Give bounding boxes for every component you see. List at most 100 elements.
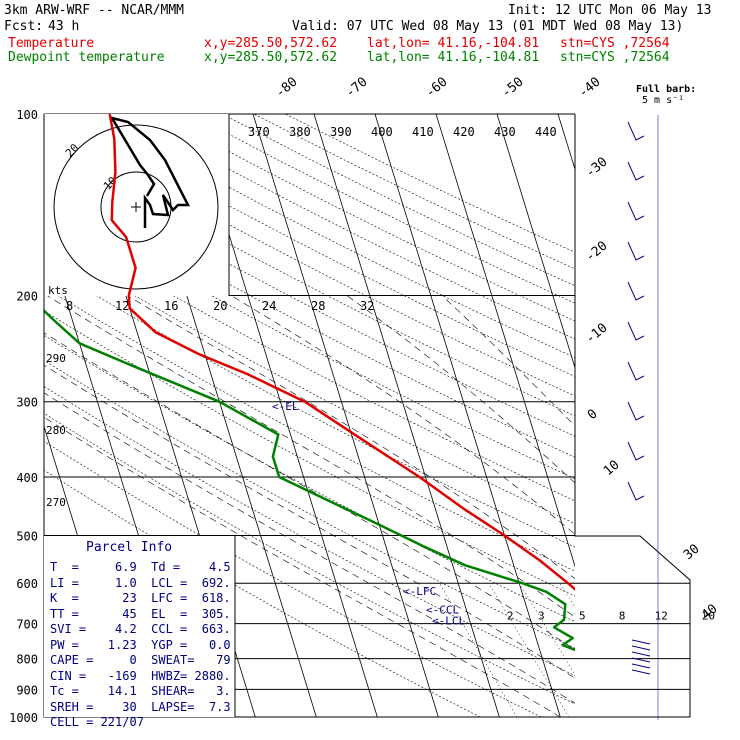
- mixing-ratio-label: 20: [702, 610, 715, 623]
- isotherm: [619, 114, 740, 717]
- wind-barb: [627, 121, 645, 141]
- dry-adiabat: [44, 469, 481, 717]
- dry-adiabat: [44, 440, 542, 717]
- level-annotation: <-EL: [272, 400, 299, 413]
- theta-e-label: 420: [453, 125, 475, 139]
- theta-e-label: 410: [412, 125, 434, 139]
- theta-e-label: 370: [248, 125, 270, 139]
- mixing-ratio-label: 5: [579, 610, 586, 623]
- pressure-label: 700: [16, 618, 38, 632]
- hodograph-speed-label: 20: [213, 299, 227, 313]
- parcel-info-row: SREH = 30 LAPSE= 7.3: [50, 699, 231, 714]
- theta-e-label: 290: [46, 352, 66, 365]
- pressure-label: 100: [16, 108, 38, 122]
- barb-legend-units: 5 m s⁻¹: [642, 95, 685, 106]
- isotherm-label: -60: [423, 74, 451, 101]
- theta-e-label: 430: [494, 125, 516, 139]
- forecast-label: Fcst:: [4, 19, 44, 34]
- temperature-legend: Temperature: [8, 36, 95, 51]
- mixing-ratio-line: [439, 583, 518, 717]
- wind-barb: [631, 669, 651, 675]
- isotherm: [435, 114, 575, 568]
- isotherm-label: 10: [601, 458, 623, 480]
- isotherm-label: -10: [583, 320, 611, 347]
- isotherm: [0, 114, 11, 717]
- isotherm: [496, 114, 575, 370]
- moist-adiabat: [230, 295, 575, 535]
- isotherm-label: -70: [343, 74, 371, 101]
- wind-barbs: [627, 115, 659, 720]
- hodograph-speed-label: 16: [164, 299, 178, 313]
- isotherm-label: -80: [273, 74, 301, 101]
- parcel-info-row: SVI = 4.2 CCL = 663.: [50, 622, 231, 636]
- pressure-label: 800: [16, 653, 38, 667]
- theta-e-label: 390: [330, 125, 352, 139]
- wind-barb: [627, 161, 645, 181]
- parcel-info-row: Tc = 14.1 SHEAR= 3.: [50, 684, 231, 698]
- dewpoint-profile: [44, 308, 575, 652]
- mixing-ratio-label: 12: [655, 610, 668, 623]
- moist-adiabat: [441, 295, 575, 427]
- parcel-info-title: Parcel Info: [86, 540, 173, 555]
- dry-adiabat: [44, 412, 575, 705]
- theta-e-label: 440: [535, 125, 557, 139]
- wind-barb: [627, 281, 645, 301]
- wind-barb: [631, 663, 651, 669]
- dry-adiabat: [44, 178, 575, 458]
- hodograph-speed-label: 8: [66, 299, 73, 313]
- forecast-hours: 43 h: [48, 19, 80, 34]
- dry-adiabat: [44, 220, 575, 502]
- dry-adiabat: [190, 114, 575, 304]
- isotherm-label: -40: [576, 74, 604, 101]
- mixing-ratio-label: 3: [538, 610, 545, 623]
- temperature-station: stn=CYS ,72564: [560, 36, 670, 51]
- wind-barb: [631, 639, 651, 645]
- temperature-profile: [108, 114, 575, 591]
- wind-barb: [627, 241, 645, 261]
- hodograph-speed-label: 24: [262, 299, 276, 313]
- isotherm-label: 30: [681, 542, 703, 564]
- parcel-info-row: CELL = 221/07: [50, 715, 144, 729]
- pressure-label: 600: [16, 577, 38, 591]
- pressure-label: 300: [16, 396, 38, 410]
- isotherm: [680, 114, 740, 717]
- moist-adiabat: [46, 295, 575, 618]
- wind-barb: [627, 481, 645, 501]
- pressure-label: 900: [16, 683, 38, 697]
- isotherm-label: 0: [585, 407, 601, 424]
- level-annotation: <-CCL: [426, 603, 459, 616]
- dewpoint-latlon: lat,lon= 41.16,-104.81: [367, 50, 540, 65]
- hodograph: 10 20: [44, 114, 230, 296]
- parcel-info-row: TT = 45 EL = 305.: [50, 606, 231, 621]
- hodograph-speed-label: 28: [311, 299, 325, 313]
- barb-legend-title: Full barb:: [636, 84, 697, 95]
- dry-adiabat: [44, 386, 575, 676]
- temperature-xy: x,y=285.50,572.62: [204, 36, 338, 51]
- dry-adiabat: [44, 310, 575, 597]
- parcel-info-row: CIN = -169 HWBZ= 2880.: [50, 668, 231, 683]
- wind-barb: [631, 657, 651, 663]
- isotherm-label: -50: [499, 74, 527, 101]
- temperature-latlon: lat,lon= 41.16,-104.81: [367, 36, 540, 51]
- isotherm-label: -30: [583, 154, 611, 181]
- hodograph-speed-label: 12: [115, 299, 129, 313]
- wind-barb: [631, 645, 651, 651]
- parcel-info-row: K = 23 LFC = 618.: [50, 591, 231, 605]
- moist-adiabat: [127, 295, 575, 580]
- isotherm-label: -20: [583, 238, 611, 265]
- parcel-info-row: PW = 1.23 YGP = 0.0: [50, 637, 231, 652]
- pressure-label: 200: [16, 290, 38, 304]
- theta-e-label: 280: [46, 424, 66, 437]
- parcel-info-panel: [44, 536, 236, 717]
- wind-barb: [631, 651, 651, 657]
- dewpoint-legend: Dewpoint temperature: [8, 50, 165, 65]
- parcel-info-row: CAPE = 0 SWEAT= 79: [50, 653, 231, 667]
- mixing-ratio-line: [599, 583, 685, 717]
- dry-adiabat: [44, 360, 575, 649]
- pressure-label: 400: [16, 471, 38, 485]
- moist-adiabat: [346, 295, 575, 484]
- model-title: 3km ARW-WRF -- NCAR/MMM: [4, 3, 185, 18]
- wind-barb: [627, 201, 645, 221]
- wind-barb: [627, 321, 645, 341]
